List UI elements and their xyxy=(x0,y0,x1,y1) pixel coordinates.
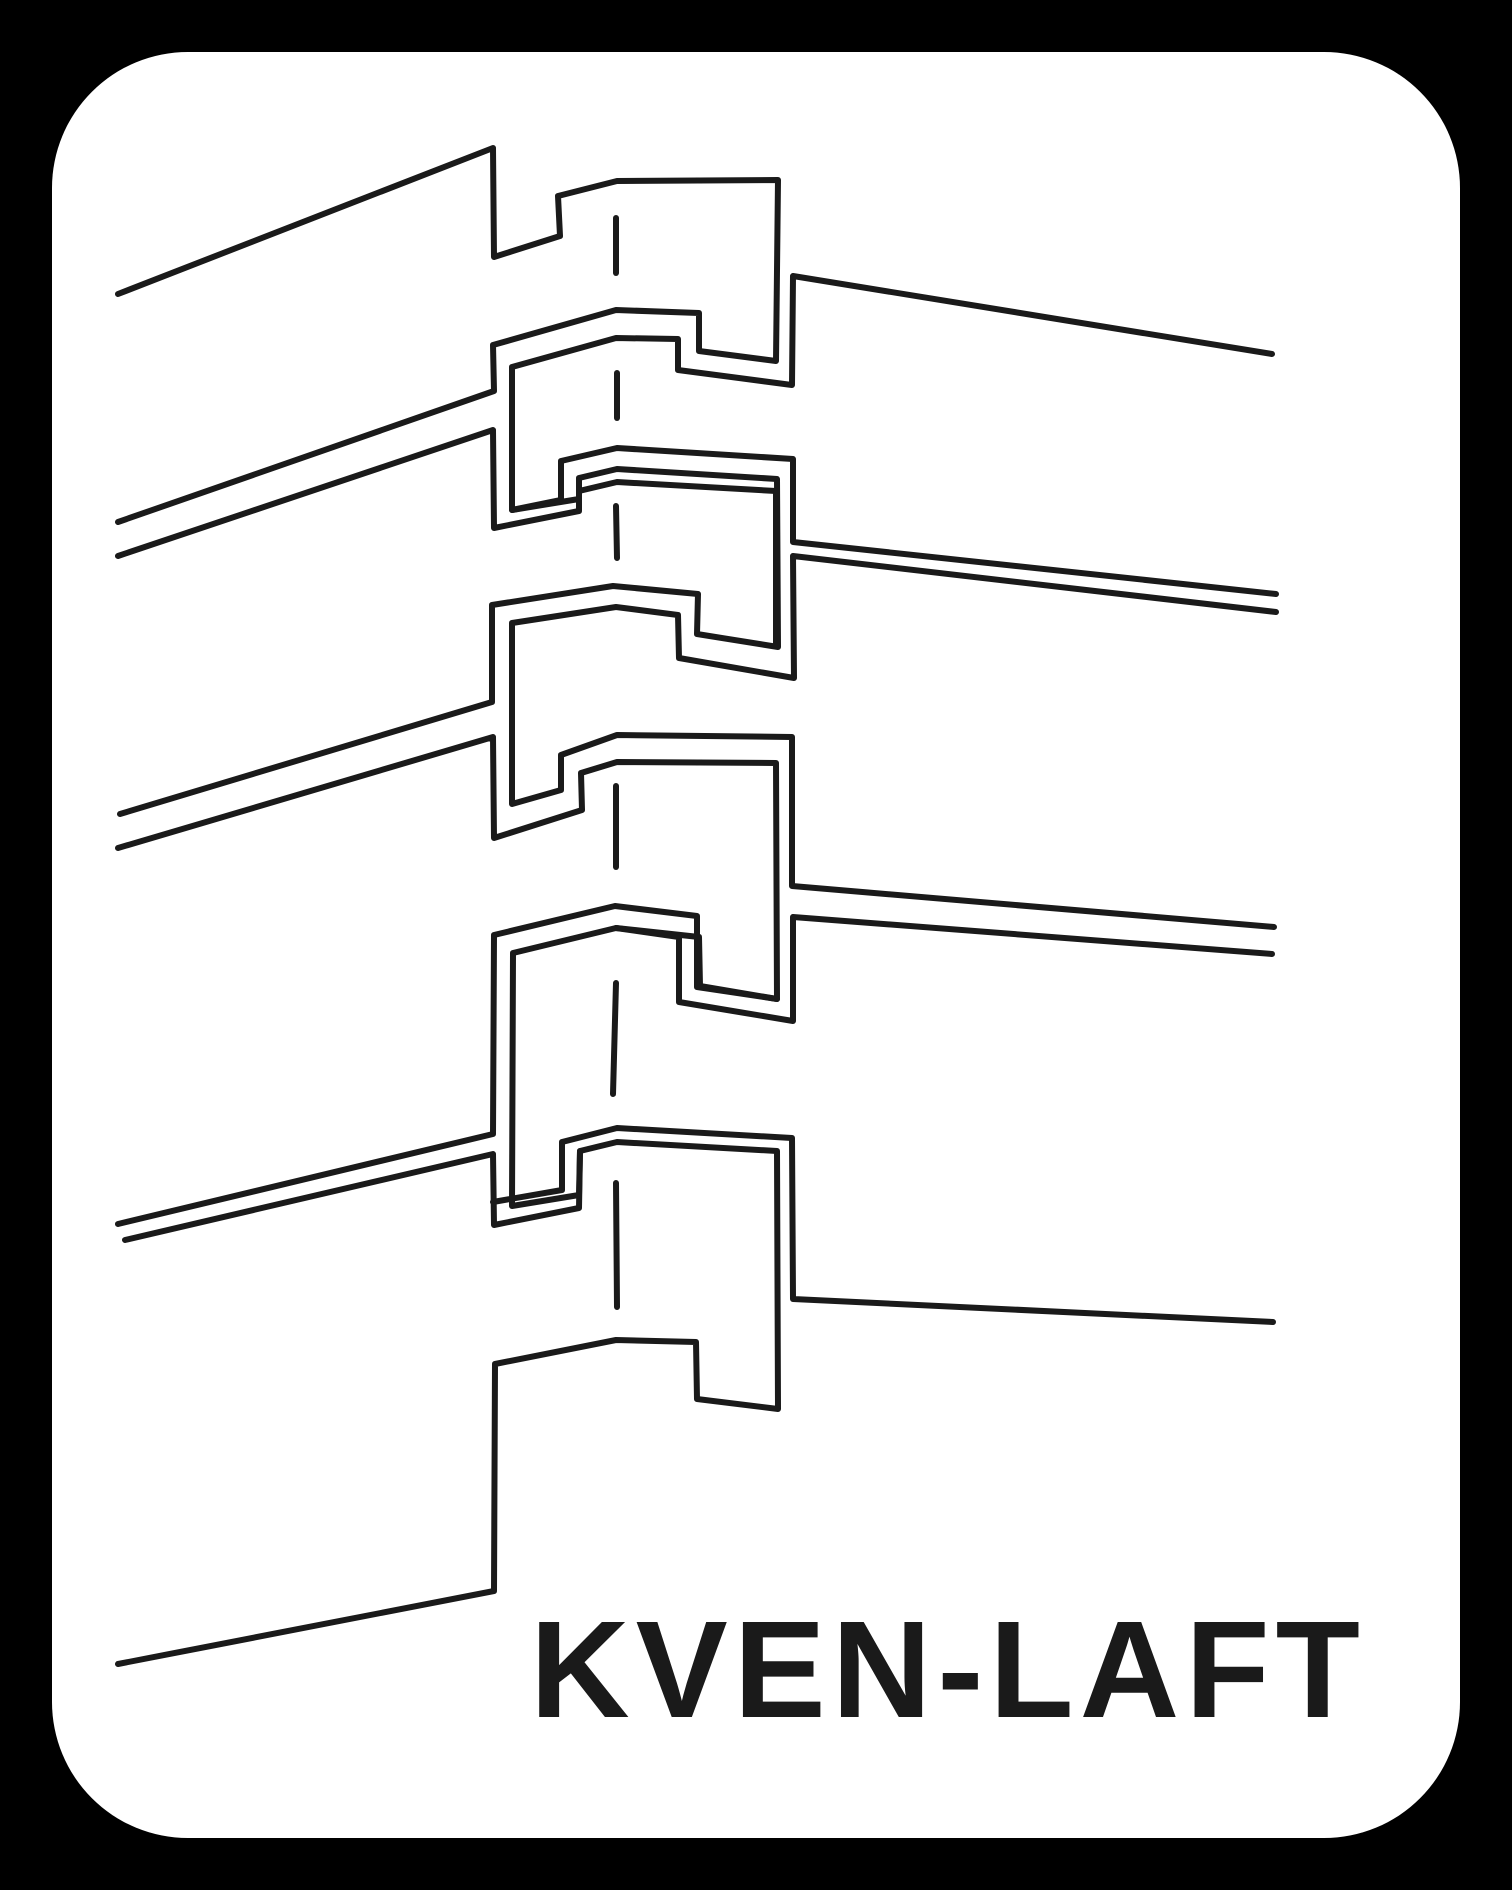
log-2-right-outline xyxy=(509,445,1279,597)
log-3-left-outline xyxy=(115,734,781,1667)
logo-title: KVEN-LAFT xyxy=(530,1593,1366,1747)
log-1-right-outline xyxy=(117,273,1275,817)
log-4-right-outline xyxy=(490,1125,1276,1325)
log-3-right-outline xyxy=(613,914,1275,1024)
log-2-right-lower xyxy=(509,553,1279,930)
logo-card xyxy=(52,52,1460,1838)
center-mark-6 xyxy=(613,1180,620,1310)
log-4-left-outline xyxy=(122,1148,583,1243)
log-1-left-outline xyxy=(115,145,781,525)
center-mark-3 xyxy=(613,503,620,561)
center-mark-5 xyxy=(610,980,619,1097)
log-2-left-outline xyxy=(115,427,779,649)
log-3-lower-outline xyxy=(115,903,780,1227)
